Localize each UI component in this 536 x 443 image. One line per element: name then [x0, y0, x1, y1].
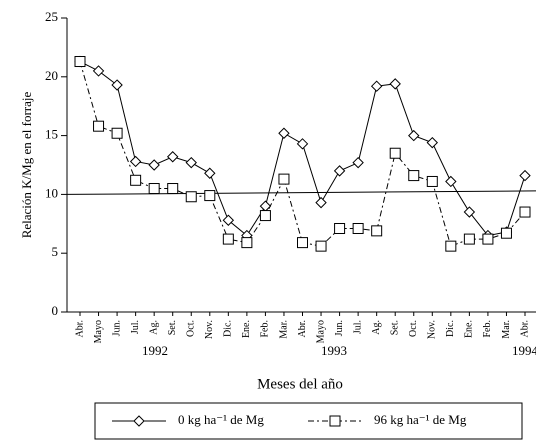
y-tick-label: 20	[45, 68, 58, 83]
x-tick-label: Ag.	[371, 320, 382, 335]
square-marker	[204, 190, 216, 202]
square-marker	[500, 227, 512, 239]
y-tick-label: 5	[52, 244, 59, 259]
x-tick-label: Jul.	[352, 320, 363, 334]
x-tick-label: Feb.	[482, 320, 493, 338]
legend-box	[94, 402, 523, 440]
trend-line	[66, 190, 536, 195]
square-marker	[352, 223, 364, 235]
y-tick-label: 10	[45, 185, 58, 200]
x-tick-label: Mayo	[93, 320, 104, 343]
x-tick-label: Oct.	[186, 320, 197, 337]
diamond-marker	[92, 65, 105, 77]
diamond-marker	[129, 155, 142, 168]
square-marker	[222, 233, 234, 245]
diamond-marker	[204, 167, 216, 179]
square-marker	[463, 233, 475, 245]
diamond-marker	[408, 129, 420, 142]
y-tick-label: 0	[52, 303, 59, 318]
x-tick-label: Ag.	[148, 320, 159, 335]
x-tick-label: Dic.	[445, 320, 456, 337]
diamond-marker	[352, 156, 364, 169]
x-tick-label: Abr.	[519, 320, 530, 338]
x-tick-label: Oct.	[408, 320, 419, 337]
square-marker	[130, 174, 142, 186]
diamond-marker	[519, 169, 531, 182]
square-marker	[241, 237, 253, 249]
square-marker	[111, 127, 123, 139]
diamond-marker	[426, 136, 438, 149]
square-marker	[74, 56, 86, 68]
diamond-marker	[148, 159, 160, 171]
diamond-marker	[370, 80, 383, 92]
diamond-marker	[185, 156, 197, 169]
diamond-marker	[315, 196, 327, 209]
x-tick-label: Mar.	[501, 320, 512, 339]
diamond-marker	[445, 175, 457, 188]
diamond-marker	[167, 151, 179, 163]
diamond-marker	[111, 79, 123, 91]
x-tick-label: Feb.	[260, 320, 271, 338]
diamond-marker	[259, 200, 272, 212]
x-tick-label: Nov.	[204, 320, 215, 339]
x-tick-label: Ene.	[464, 320, 475, 338]
diamond-marker	[389, 78, 401, 90]
square-marker	[297, 237, 308, 249]
square-marker	[371, 225, 383, 237]
diamond-marker	[222, 214, 235, 226]
square-marker	[185, 191, 197, 203]
x-tick-label: Abr.	[297, 320, 308, 338]
diamond-marker	[463, 206, 476, 218]
legend-label: 0 kg ha⁻¹ de Mg	[178, 412, 264, 427]
diamond-marker	[278, 127, 290, 139]
year-label: 1992	[142, 343, 168, 358]
y-axis-label: Relación K/Mg en el forraje	[19, 91, 34, 238]
legend-label: 96 kg ha⁻¹ de Mg	[374, 412, 467, 427]
diamond-marker	[333, 165, 346, 177]
x-tick-label: Set.	[167, 320, 178, 335]
x-tick-label: Abr.	[74, 320, 85, 338]
series-line	[79, 61, 526, 247]
x-tick-label: Set.	[390, 320, 401, 335]
square-marker	[315, 240, 327, 252]
square-marker	[408, 170, 420, 182]
square-marker	[426, 175, 438, 187]
square-marker	[389, 147, 401, 159]
y-tick-label: 25	[45, 9, 58, 24]
x-tick-label: Nov.	[427, 320, 438, 339]
y-tick-label: 15	[45, 127, 58, 142]
square-marker	[148, 183, 160, 195]
square-marker	[167, 183, 179, 195]
x-tick-label: Dic.	[223, 320, 234, 337]
square-marker	[329, 415, 341, 427]
x-tick-label: Ene.	[241, 320, 252, 338]
square-marker	[278, 173, 290, 185]
x-tick-label: Jun.	[334, 320, 345, 336]
year-label: 1993	[321, 343, 347, 358]
x-tick-label: Jul.	[130, 320, 141, 334]
square-marker	[519, 206, 531, 218]
diamond-marker	[296, 138, 309, 150]
x-axis-label: Meses del año	[257, 376, 343, 392]
x-tick-label: Jun.	[111, 320, 122, 336]
year-label: 1994	[512, 343, 536, 358]
square-marker	[334, 223, 346, 235]
square-marker	[93, 120, 105, 132]
square-marker	[482, 233, 494, 245]
x-tick-label: Mayo	[315, 320, 326, 343]
diamond-marker	[133, 415, 145, 427]
x-tick-label: Mar.	[278, 320, 289, 339]
square-marker	[445, 240, 457, 252]
square-marker	[259, 210, 271, 222]
